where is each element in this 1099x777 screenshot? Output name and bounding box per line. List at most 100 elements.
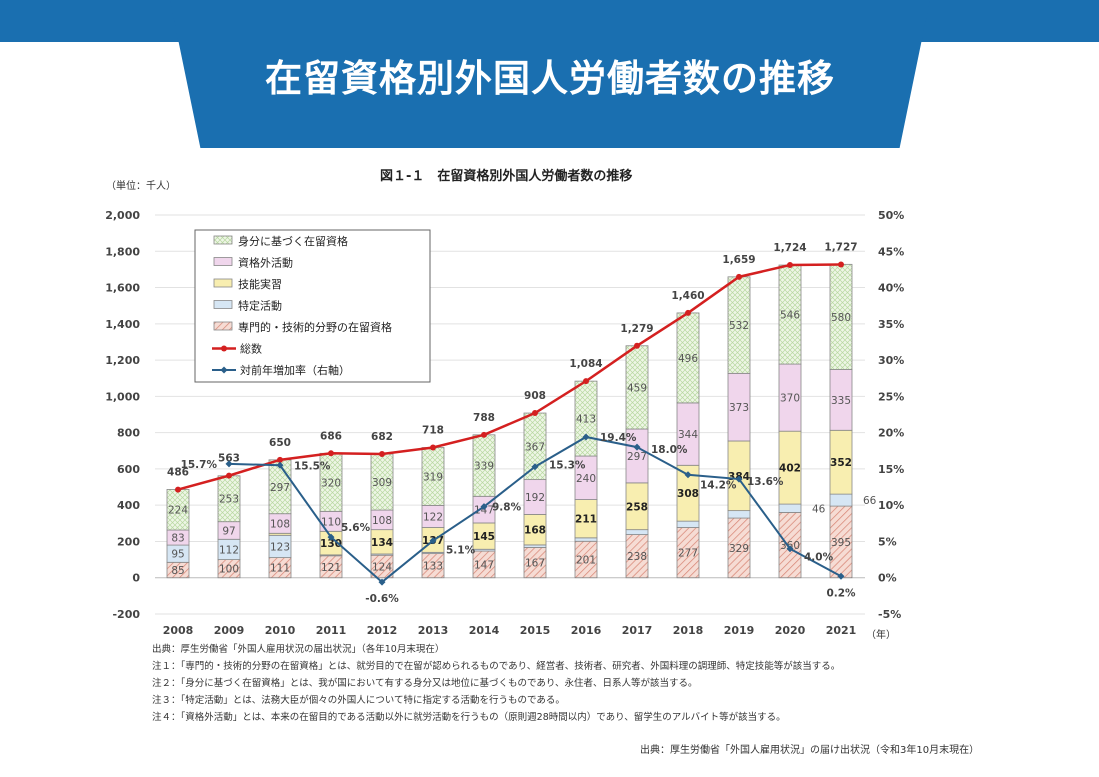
- bar-label: 253: [219, 494, 239, 506]
- y2-tick-label: 50%: [878, 209, 904, 222]
- bar-label: 147: [474, 505, 494, 517]
- total-label: 718: [422, 425, 444, 437]
- total-point: [685, 309, 691, 316]
- growth-point: [582, 433, 590, 441]
- y-tick-label: 0: [132, 572, 140, 585]
- legend-swatch: [213, 321, 233, 331]
- growth-label: 9.8%: [492, 502, 522, 514]
- growth-point: [429, 537, 437, 545]
- growth-label: 15.3%: [549, 460, 586, 472]
- growth-label: 18.0%: [651, 444, 688, 456]
- bar-label: 320: [321, 477, 341, 489]
- bar-segment: [778, 503, 802, 513]
- y-tick-label: 200: [117, 535, 140, 548]
- bar-label: 546: [780, 310, 800, 322]
- x-tick-label: 2016: [571, 624, 602, 637]
- bar-label: 201: [576, 555, 596, 567]
- growth-point: [633, 443, 641, 451]
- y2-tick-label: 5%: [878, 535, 897, 548]
- bar-label: 95: [171, 549, 184, 561]
- total-point: [277, 456, 283, 463]
- growth-label: 5.6%: [341, 522, 371, 534]
- bar-label: 211: [575, 514, 597, 526]
- bar-label: 46: [812, 503, 826, 515]
- x-tick-label: 2020: [775, 624, 806, 637]
- note-3: 注３：「特定活動」とは、法務大臣が個々の外国人について特に指定する活動を行うもの…: [152, 695, 565, 706]
- x-tick-label: 2012: [367, 624, 398, 637]
- growth-label: 14.2%: [700, 480, 737, 492]
- growth-point: [735, 475, 743, 483]
- bar-label: 370: [780, 393, 800, 405]
- notes: 出典：厚生労働省「外国人雇用状況の届出状況」（各年10月末現在） 注１：「専門的…: [152, 641, 840, 726]
- bar-label: 352: [830, 457, 852, 469]
- legend-total-marker: [221, 345, 227, 352]
- bar-label: 85: [171, 565, 184, 577]
- total-point: [532, 410, 538, 417]
- bar-label: 335: [831, 395, 851, 407]
- growth-point: [480, 503, 488, 511]
- total-label: 486: [167, 467, 189, 479]
- total-label: 650: [269, 437, 291, 449]
- growth-label: 0.2%: [826, 587, 856, 599]
- chart-title: 図１-１ 在留資格別外国人労働者数の推移: [380, 168, 632, 184]
- title-tab: [170, 0, 930, 148]
- total-point: [175, 486, 181, 493]
- bar-label: 108: [372, 515, 392, 527]
- total-label: 1,659: [722, 254, 755, 266]
- bar-label: 459: [627, 382, 647, 394]
- bar-label: 496: [678, 353, 698, 365]
- y-tick-label: 2,000: [105, 209, 140, 222]
- x-tick-label: 2017: [622, 624, 653, 637]
- legend-label: 総数: [240, 342, 262, 356]
- legend-label: 技能実習: [238, 277, 282, 291]
- bar-segment: [829, 493, 853, 507]
- bar-label: 121: [321, 562, 341, 574]
- y2-tick-label: 35%: [878, 318, 904, 331]
- total-point: [226, 472, 232, 479]
- bar-label: 373: [729, 402, 749, 414]
- y2-tick-label: -5%: [878, 608, 901, 621]
- x-tick-label: 2009: [214, 624, 245, 637]
- bar-label: 122: [423, 511, 443, 523]
- y-tick-label: -200: [112, 608, 140, 621]
- bar-label: 367: [525, 441, 545, 453]
- bar-label: 297: [627, 451, 647, 463]
- bar-label: 238: [627, 551, 647, 563]
- growth-label: 15.5%: [294, 460, 331, 472]
- bar-segment: [727, 510, 751, 519]
- bar-label: 110: [321, 516, 341, 528]
- legend-swatch: [213, 257, 233, 266]
- total-point: [379, 451, 385, 458]
- total-label: 908: [524, 390, 546, 402]
- bar-label: 111: [270, 563, 290, 575]
- growth-point: [378, 578, 386, 586]
- total-label: 1,084: [569, 358, 602, 370]
- growth-point: [837, 572, 845, 580]
- growth-label: 15.7%: [181, 459, 218, 471]
- bar-label: 147: [474, 559, 494, 571]
- source-note: 出典：厚生労働省「外国人雇用状況」の届け出状況（令和3年10月末現在）: [640, 745, 980, 756]
- legend-label: 特定活動: [238, 299, 282, 313]
- y2-tick-label: 10%: [878, 499, 904, 512]
- growth-label: 4.0%: [804, 552, 834, 564]
- legend-label: 身分に基づく在留資格: [238, 234, 348, 248]
- y2-tick-label: 20%: [878, 427, 904, 440]
- legend-swatch: [213, 278, 233, 288]
- growth-label: 5.1%: [446, 545, 476, 557]
- growth-point: [225, 460, 233, 468]
- bar-label: 344: [678, 429, 698, 441]
- bar-label: 112: [219, 544, 239, 556]
- total-point: [481, 431, 487, 438]
- note-4: 注４：「資格外活動」とは、本来の在留目的である活動以外に就労活動を行うもの（原則…: [152, 712, 786, 723]
- x-unit-label: （年）: [866, 628, 896, 641]
- bar-label: 224: [168, 505, 188, 517]
- legend-swatch: [213, 300, 233, 309]
- bar-segment: [625, 529, 649, 535]
- bar-label: 309: [372, 477, 392, 489]
- y2-tick-label: 30%: [878, 354, 904, 367]
- x-tick-label: 2015: [520, 624, 551, 637]
- growth-point: [531, 463, 539, 471]
- growth-label: 13.6%: [747, 476, 784, 488]
- y2-tick-label: 0%: [878, 572, 897, 585]
- bar-label: 168: [524, 525, 546, 537]
